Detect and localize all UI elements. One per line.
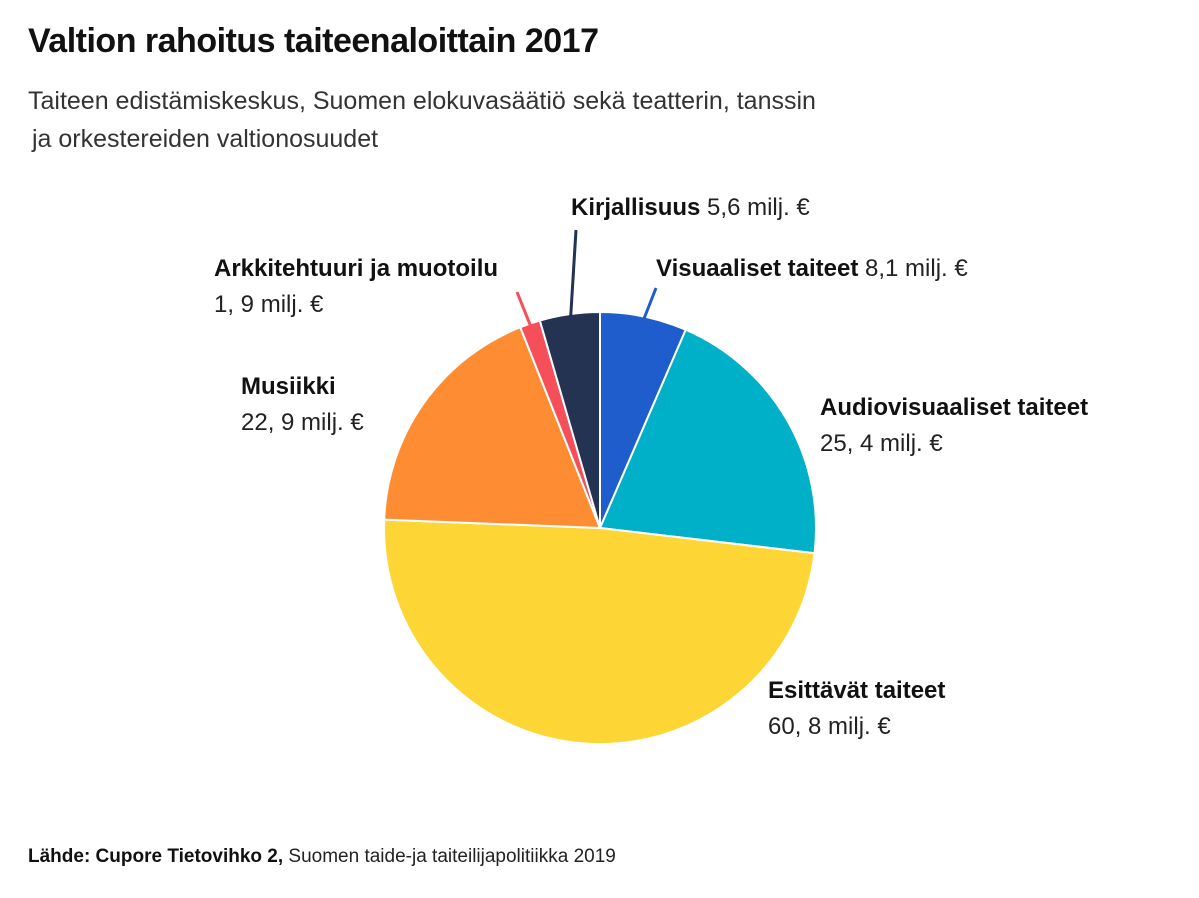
source-text: Suomen taide-ja taiteilijapolitiikka 201… (283, 846, 616, 867)
label-arkkitehtuuri-name: Arkkitehtuuri ja muotoilu (214, 255, 499, 282)
label-musiikki: Musiikki 22, 9 milj. € (241, 369, 364, 441)
label-visuaaliset-value: 8,1 milj. € (865, 255, 968, 282)
label-musiikki-name: Musiikki (241, 373, 336, 400)
label-kirjallisuus: Kirjallisuus 5,6 milj. € (571, 190, 810, 226)
leader-line-visuaaliset-taiteet (641, 287, 658, 323)
label-audiovisuaaliset-taiteet: Audiovisuaaliset taiteet 25, 4 milj. € (820, 390, 1088, 462)
source-note: Lähde: Cupore Tietovihko 2, Suomen taide… (28, 846, 616, 868)
leader-line-arkkitehtuuri-ja-muotoilu (515, 291, 534, 330)
label-kirjallisuus-value: 5,6 milj. € (707, 194, 810, 221)
label-audiovisuaaliset-value: 25, 4 milj. € (820, 430, 943, 457)
label-audiovisuaaliset-name: Audiovisuaaliset taiteet (820, 394, 1089, 421)
pie-slice-esittävät-taiteet (383, 518, 816, 746)
label-visuaaliset-taiteet: Visuaaliset taiteet 8,1 milj. € (656, 251, 968, 287)
subtitle-line-2: ja orkestereiden valtionosuudet (32, 125, 379, 153)
source-bold: Lähde: Cupore Tietovihko 2, (28, 846, 284, 867)
pie-slice-musiikki (383, 326, 601, 529)
label-kirjallisuus-name: Kirjallisuus (571, 194, 701, 221)
label-arkkitehtuuri-value: 1, 9 milj. € (214, 291, 324, 318)
chart-title: Valtion rahoitus taiteenaloittain 2017 (28, 22, 599, 60)
chart-subtitle: Taiteen edistämiskeskus, Suomen elokuvas… (28, 82, 1028, 158)
subtitle-line-1: Taiteen edistämiskeskus, Suomen elokuvas… (28, 87, 816, 115)
label-arkkitehtuuri-ja-muotoilu: Arkkitehtuuri ja muotoilu 1, 9 milj. € (214, 251, 498, 323)
label-visuaaliset-name: Visuaaliset taiteet (656, 255, 859, 282)
label-esittavat-name: Esittävät taiteet (768, 677, 946, 704)
label-esittavat-value: 60, 8 milj. € (768, 713, 891, 740)
label-esittavat-taiteet: Esittävät taiteet 60, 8 milj. € (768, 673, 945, 745)
leader-line-kirjallisuus (568, 229, 578, 321)
pie-slice-audiovisuaaliset-taiteet (599, 328, 817, 555)
label-musiikki-value: 22, 9 milj. € (241, 409, 364, 436)
